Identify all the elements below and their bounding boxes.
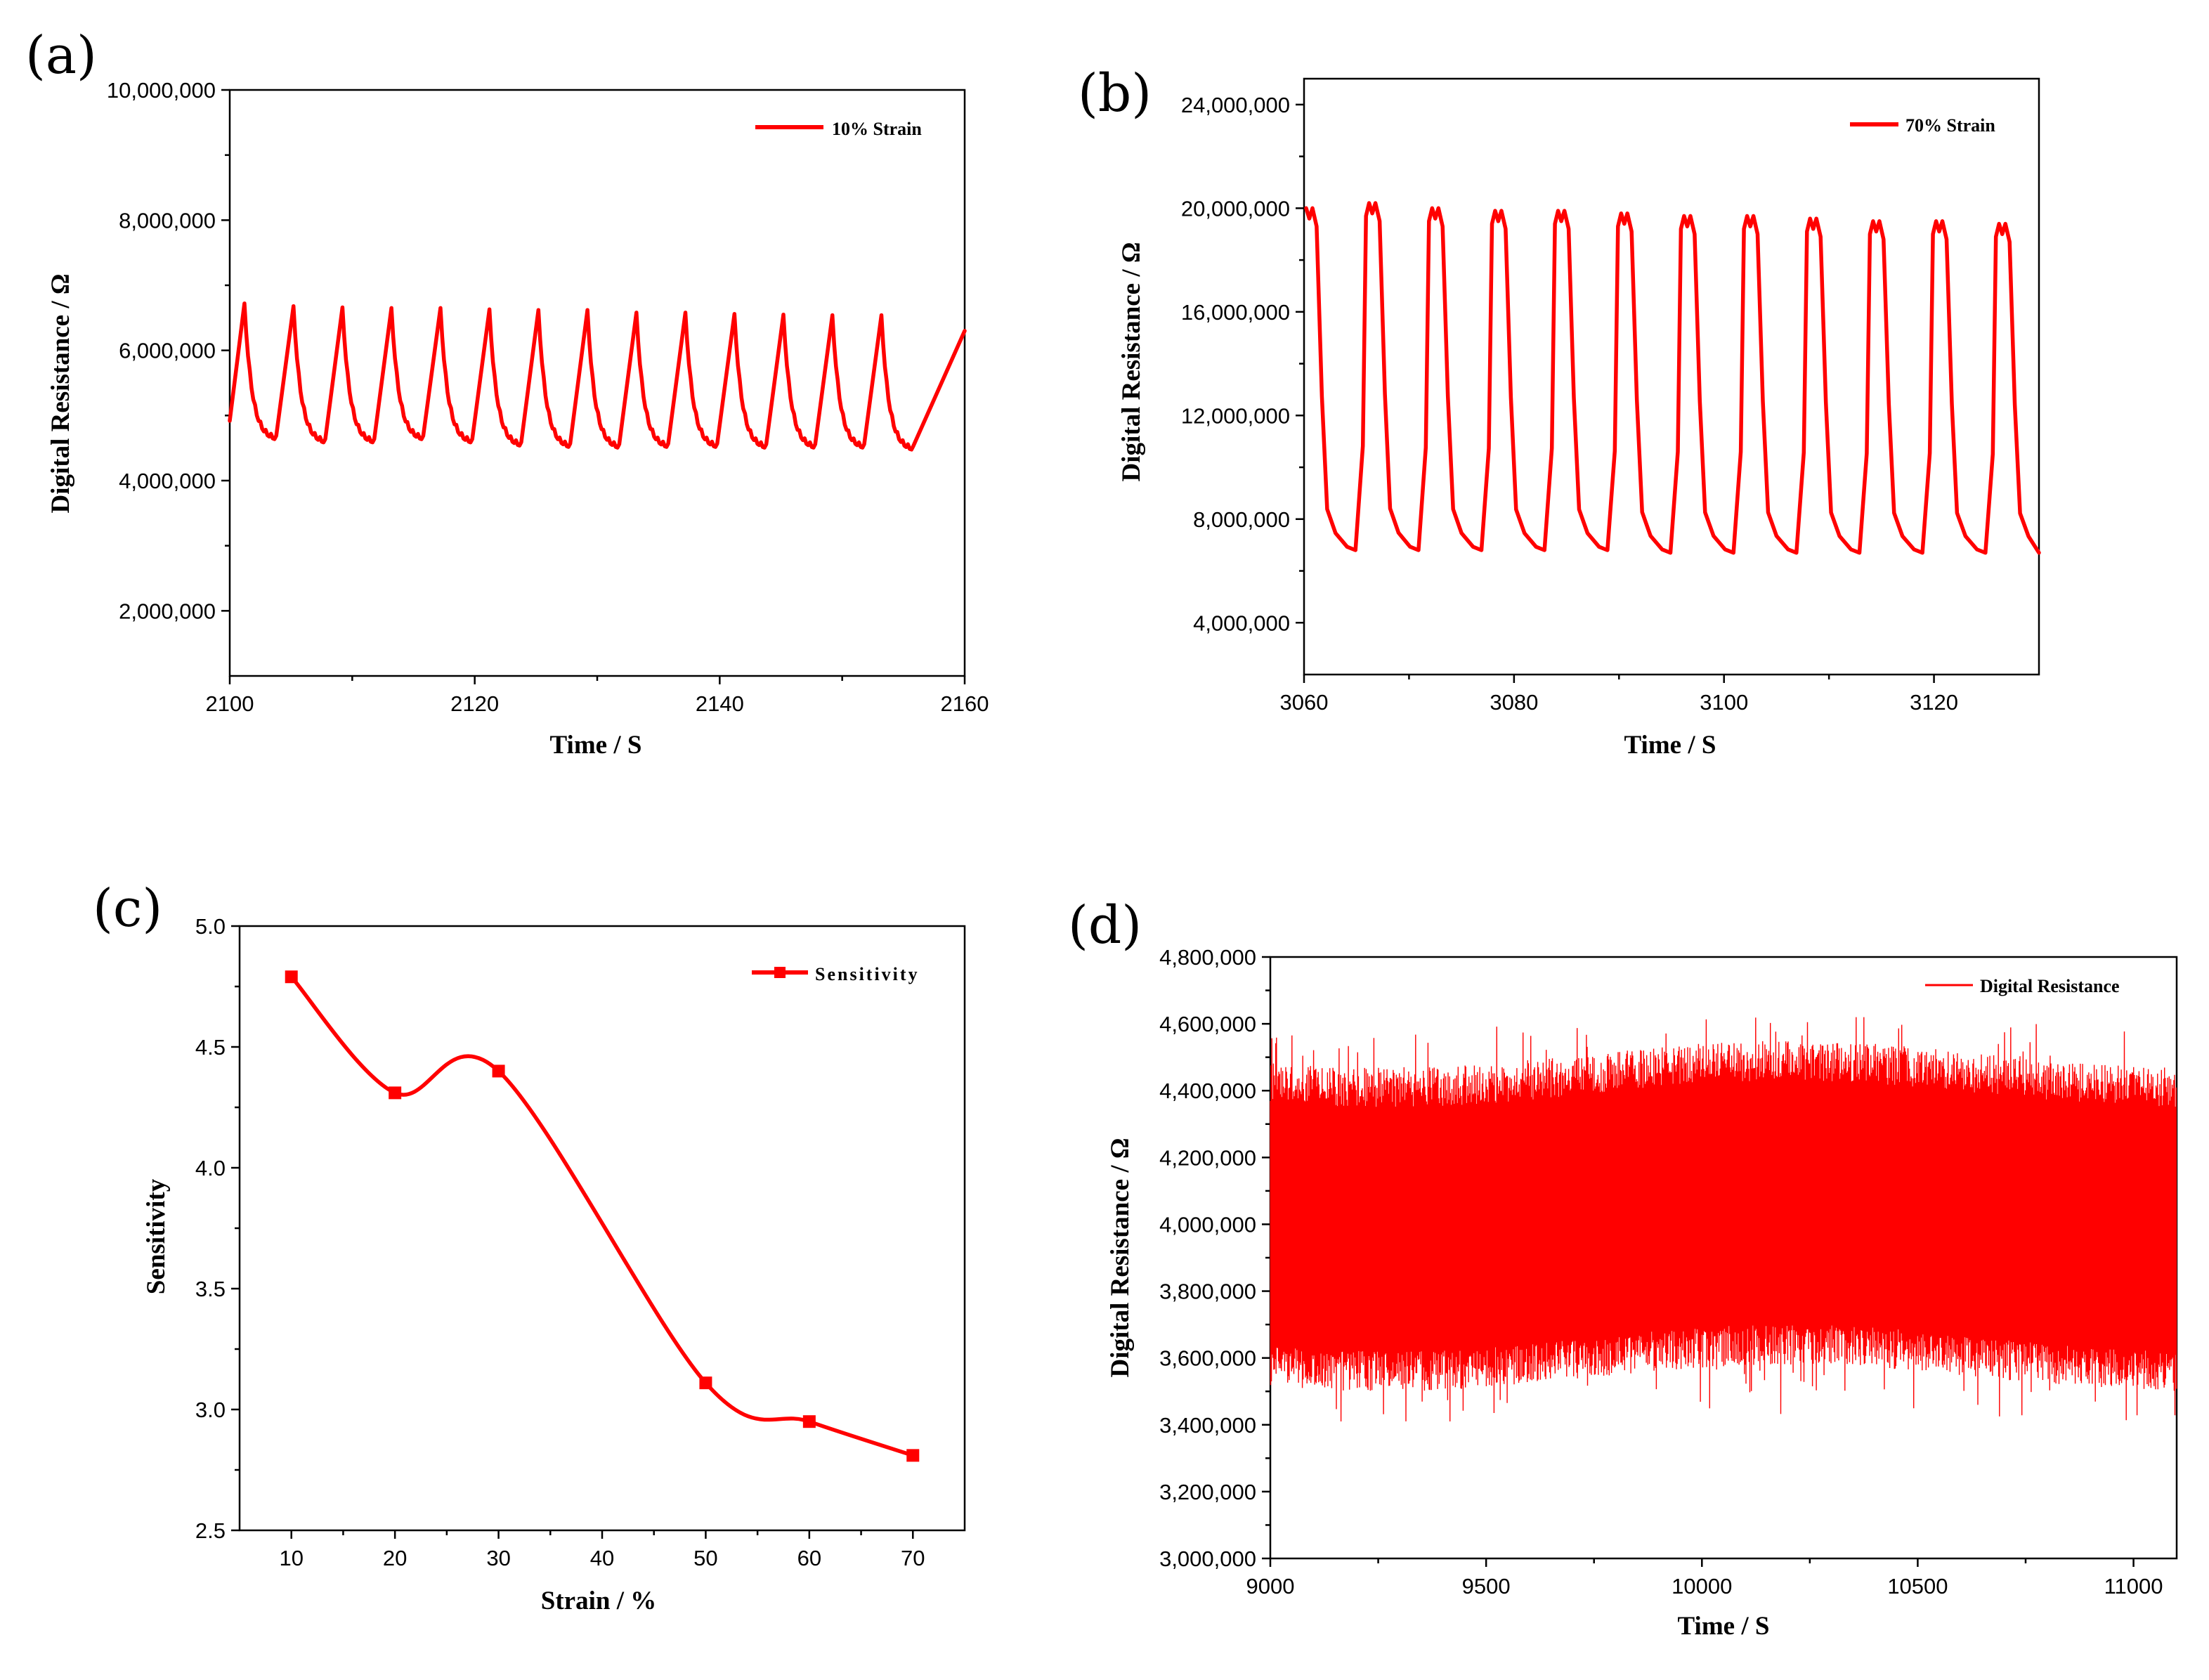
panel-b: (b) 3060 3080 3100 3120 4,000,000 8,000,000 1… (1078, 63, 2041, 760)
y-tick-label: 4,400,000 (1159, 1079, 1256, 1103)
panel-d-letter: (d) (1068, 895, 1142, 956)
y-tick-label: 2,000,000 (119, 599, 216, 623)
plot-frame (228, 89, 966, 677)
x-tick-label: 40 (590, 1546, 614, 1570)
y-tick-label: 4.0 (195, 1156, 226, 1180)
y-tick-label: 4,000,000 (119, 469, 216, 493)
y-tick-label: 16,000,000 (1181, 300, 1290, 325)
y-tick-label: 3,000,000 (1159, 1546, 1256, 1571)
series-line-70pct-strain (1304, 201, 2041, 555)
y-axis-title: Digital Resistance / Ω (1117, 242, 1146, 481)
legend-marker (774, 967, 786, 978)
y-ticks: 4,000,000 8,000,000 12,000,000 16,000,000 20… (1181, 93, 1304, 635)
x-tick-label: 30 (486, 1546, 510, 1570)
y-tick-label: 3,200,000 (1159, 1480, 1256, 1504)
x-axis-title: Strain / % (541, 1587, 656, 1615)
y-tick-label: 5.0 (195, 914, 226, 939)
y-tick-label: 4,000,000 (1159, 1212, 1256, 1237)
x-tick-label: 70 (901, 1546, 925, 1570)
x-tick-label: 3080 (1490, 690, 1538, 715)
y-axis-title: Digital Resistance / Ω (1106, 1138, 1135, 1377)
y-tick-label: 3.5 (195, 1277, 226, 1301)
x-ticks: 3060 3080 3100 3120 (1280, 675, 1958, 715)
panel-a-letter: (a) (25, 25, 97, 86)
x-tick-label: 2160 (941, 691, 989, 716)
legend-label: Sensitivity (815, 964, 920, 984)
y-tick-label: 4,200,000 (1159, 1145, 1256, 1170)
y-tick-label: 20,000,000 (1181, 196, 1290, 221)
x-tick-label: 11000 (2104, 1574, 2163, 1598)
x-axis-title: Time / S (1678, 1612, 1770, 1641)
x-tick-label: 60 (797, 1546, 821, 1570)
series-line-sensitivity (289, 975, 915, 1458)
x-tick-label: 10500 (1887, 1574, 1948, 1598)
data-point (699, 1376, 712, 1390)
panel-b-letter: (b) (1078, 63, 1152, 124)
y-tick-label: 3,400,000 (1159, 1413, 1256, 1438)
y-tick-label: 3,600,000 (1159, 1346, 1256, 1371)
data-point (906, 1449, 920, 1462)
panel-a: (a) 2100 2120 2140 2160 2,000,000 4,000,000 6… (25, 25, 989, 760)
y-tick-label: 12,000,000 (1181, 403, 1290, 428)
y-axis-title: Digital Resistance / Ω (46, 273, 75, 513)
y-tick-label: 4,800,000 (1159, 945, 1256, 970)
legend-label: 70% Strain (1905, 115, 1995, 136)
plot-frame (1303, 77, 2040, 676)
series-line-digital-resistance (1270, 1017, 2177, 1422)
panel-d: (d) 9000 9500 10000 10500 11000 3,000,000 3,2… (1068, 895, 2178, 1641)
y-tick-label: 4,600,000 (1159, 1012, 1256, 1036)
data-point (389, 1086, 402, 1100)
series-line-10pct-strain (228, 301, 967, 452)
y-ticks: 3,000,000 3,200,000 3,400,000 3,600,000 3,80… (1159, 945, 1270, 1571)
x-tick-label: 9000 (1246, 1574, 1295, 1598)
x-tick-label: 2120 (450, 691, 499, 716)
y-tick-label: 8,000,000 (119, 208, 216, 233)
x-ticks: 9000 9500 10000 10500 11000 (1246, 1558, 2163, 1598)
x-tick-label: 9500 (1462, 1574, 1511, 1598)
series-markers (285, 970, 920, 1462)
x-tick-label: 2140 (696, 691, 744, 716)
x-tick-label: 3100 (1700, 690, 1748, 715)
x-axis-title: Time / S (550, 731, 642, 760)
y-tick-label: 24,000,000 (1181, 93, 1290, 117)
y-tick-label: 4.5 (195, 1035, 226, 1060)
x-tick-label: 3060 (1280, 690, 1329, 715)
panel-c: (c) 10 20 30 40 50 60 70 2.5 3.0 3.5 4.0 4.5 5.0 Se… (93, 878, 966, 1615)
x-tick-label: 20 (383, 1546, 407, 1570)
legend-label: 10% Strain (832, 119, 922, 139)
y-tick-label: 3.0 (195, 1398, 226, 1422)
x-tick-label: 50 (693, 1546, 717, 1570)
y-axis-title: Sensitivity (142, 1178, 171, 1294)
y-tick-label: 10,000,000 (107, 78, 216, 103)
data-point (802, 1415, 816, 1428)
y-tick-label: 2.5 (195, 1518, 226, 1543)
y-tick-label: 8,000,000 (1193, 507, 1290, 532)
y-ticks: 2.5 3.0 3.5 4.0 4.5 5.0 (195, 914, 240, 1543)
legend-label: Digital Resistance (1980, 976, 2120, 996)
x-ticks: 10 20 30 40 50 60 70 (279, 1530, 925, 1570)
x-tick-label: 3120 (1910, 690, 1958, 715)
panel-c-letter: (c) (93, 878, 162, 939)
x-tick-label: 10 (279, 1546, 303, 1570)
data-point (492, 1064, 505, 1078)
y-tick-label: 4,000,000 (1193, 611, 1290, 635)
x-tick-label: 2100 (206, 691, 254, 716)
data-point (285, 970, 298, 984)
y-ticks: 2,000,000 4,000,000 6,000,000 8,000,000 10,0… (107, 78, 230, 623)
y-tick-label: 6,000,000 (119, 339, 216, 363)
x-axis-title: Time / S (1624, 731, 1716, 760)
y-tick-label: 3,800,000 (1159, 1279, 1256, 1304)
x-ticks: 2100 2120 2140 2160 (206, 676, 989, 716)
plot-frame (238, 925, 966, 1532)
x-tick-label: 10000 (1672, 1574, 1732, 1598)
